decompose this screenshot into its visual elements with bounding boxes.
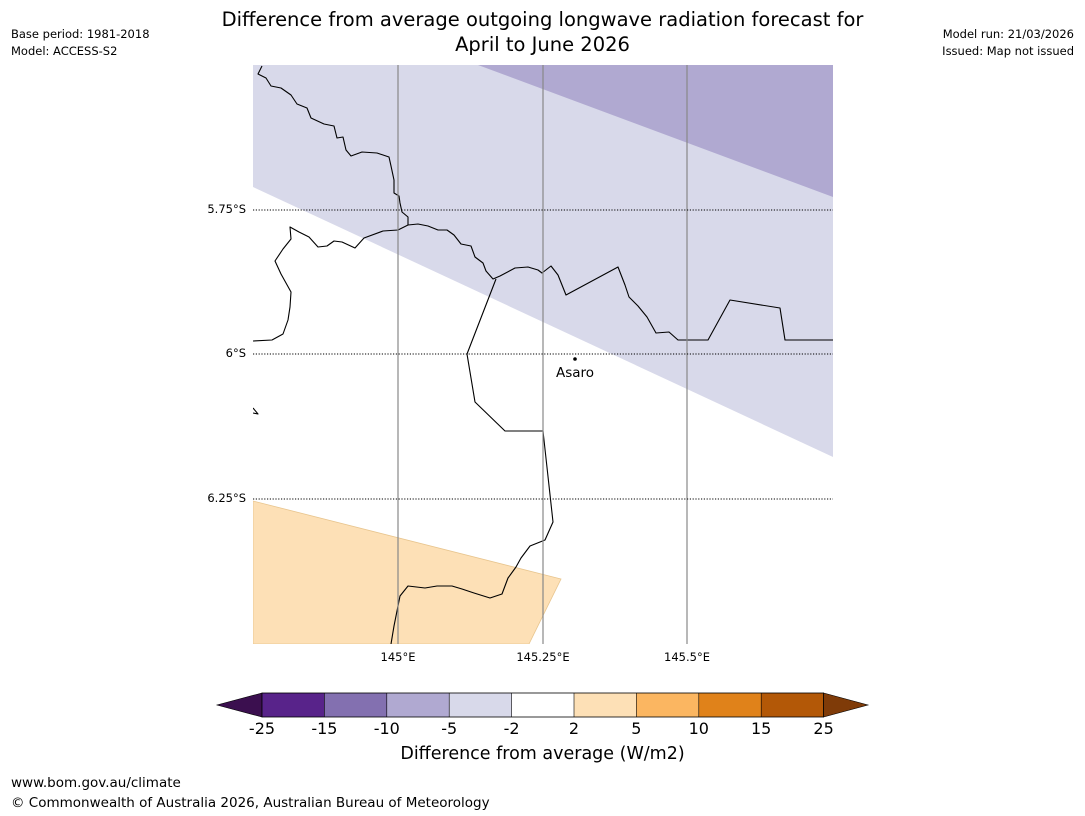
colorbar-bin-15-to-25 (761, 693, 824, 717)
meta-left: Base period: 1981-2018 Model: ACCESS-S2 (11, 26, 150, 60)
lon-label-145-5e: 145.5°E (664, 650, 710, 664)
colorbar-tick-0: -25 (248, 719, 276, 738)
lat-label-5-75s: 5.75°S (207, 202, 246, 216)
colorbar-over-triangle (823, 692, 870, 718)
colorbar-tick-7: 10 (688, 719, 709, 738)
coastline-west (253, 224, 409, 342)
model-run: Model run: 21/03/2026 (942, 27, 1074, 41)
coastline-fragment (253, 407, 259, 415)
colorbar-bin-2-to-5 (574, 693, 637, 717)
colorbar-tick-9: 25 (813, 719, 834, 738)
footer-url[interactable]: www.bom.gov.au/climate (11, 775, 181, 791)
place-label: Asaro (556, 365, 595, 381)
colorbar-bin-minus15-to-minus10 (324, 693, 387, 717)
colorbar (215, 692, 870, 718)
colorbar-tick-6: 5 (631, 719, 642, 738)
colorbar-bin-10-to-15 (698, 693, 762, 717)
colorbar-bin-minus25-to-minus15 (262, 693, 325, 717)
place-marker (573, 357, 577, 361)
colorbar-tick-4: -2 (503, 719, 520, 738)
lon-label-145e: 145°E (380, 650, 416, 664)
colorbar-tick-1: -15 (311, 719, 338, 738)
coastline-north (257, 65, 833, 341)
issued-status: Issued: Map not issued (942, 44, 1074, 58)
model-name: Model: ACCESS-S2 (11, 44, 118, 58)
anomaly-region-minus10-to-minus5 (478, 65, 833, 197)
colorbar-dividers (324, 693, 762, 717)
colorbar-bin-5-to-10 (636, 693, 699, 717)
anomaly-region-2-to-5 (253, 500, 562, 644)
lon-label-145-25e: 145.25°E (516, 650, 570, 664)
colorbar-bin-minus2-to-2 (511, 693, 574, 717)
meta-right: Model run: 21/03/2026 Issued: Map not is… (942, 26, 1074, 60)
lat-label-6-25s: 6.25°S (207, 491, 246, 505)
coastline (253, 65, 833, 644)
footer-copyright: © Commonwealth of Australia 2026, Austra… (11, 795, 490, 811)
colorbar-tick-5: 2 (568, 719, 580, 738)
colorbar-title: Difference from average (W/m2) (400, 744, 685, 764)
base-period: Base period: 1981-2018 (11, 27, 150, 41)
map-plot-area (253, 65, 833, 644)
colorbar-under-triangle (215, 692, 263, 718)
colorbar-bin-minus10-to-minus5 (386, 693, 450, 717)
map-title-line1: Difference from average outgoing longwav… (221, 8, 864, 31)
border-central (390, 278, 554, 644)
colorbar-tick-2: -10 (373, 719, 400, 738)
colorbar-outline (261, 692, 824, 718)
colorbar-tick-8: 15 (751, 719, 772, 738)
colorbar-bin-minus5-to-minus2 (449, 693, 512, 717)
lat-label-6s: 6°S (225, 346, 246, 360)
map-title: Difference from average outgoing longwav… (0, 7, 1085, 57)
map-title-line2: April to June 2026 (455, 33, 630, 56)
colorbar-tick-3: -5 (441, 719, 458, 738)
